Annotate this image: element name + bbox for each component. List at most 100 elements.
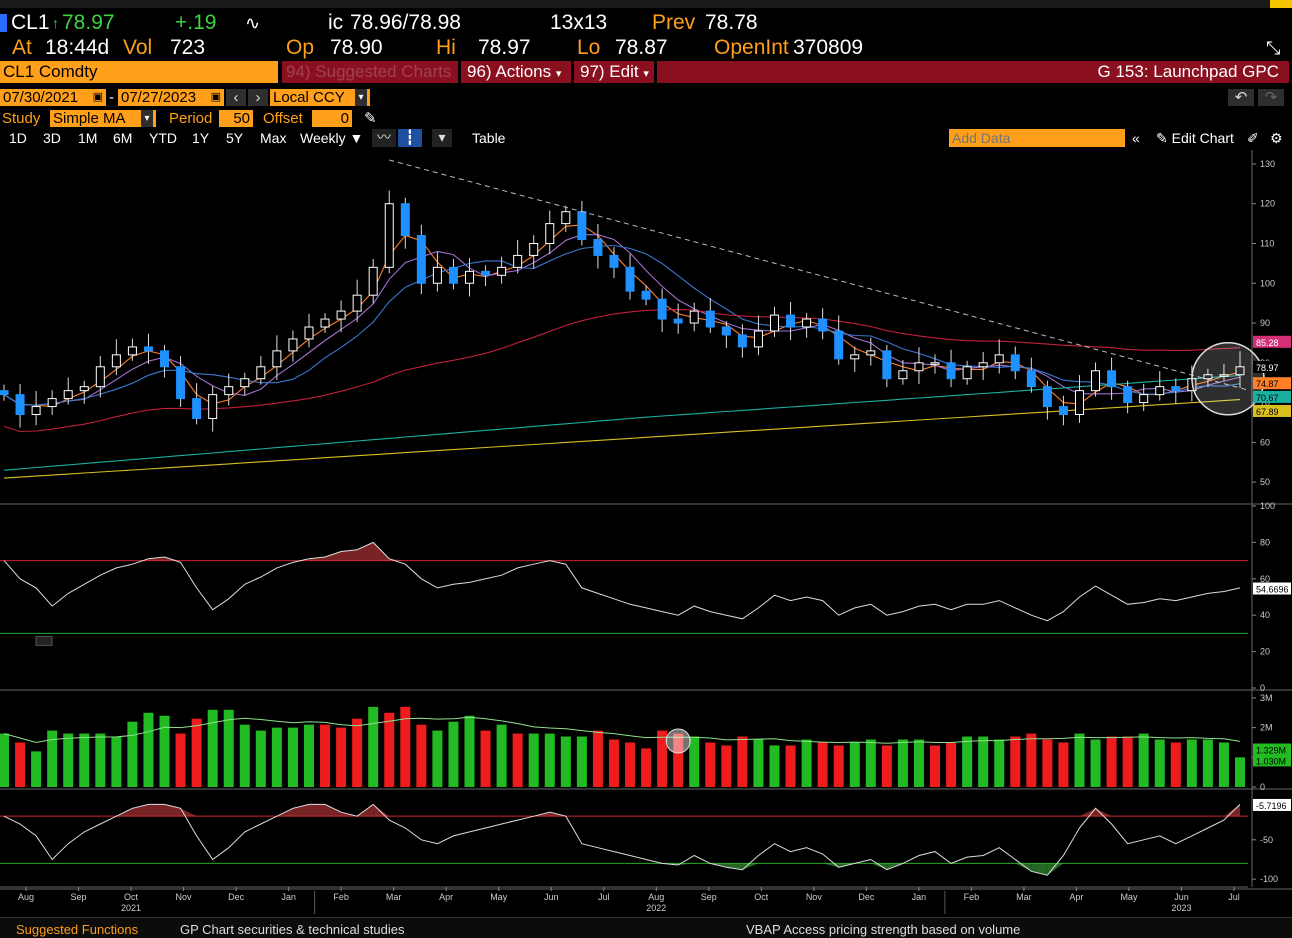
period-6m[interactable]: 6M <box>113 130 133 146</box>
actions-menu[interactable]: 96) Actions ▾ <box>461 61 571 83</box>
currency-chevron-icon: ▾ <box>355 89 367 106</box>
calendar-icon[interactable]: ▣ <box>210 91 221 103</box>
ma-value-tag: 85.28 <box>1256 338 1279 348</box>
period-1m[interactable]: 1M <box>78 130 98 146</box>
candle <box>898 370 908 380</box>
candle <box>850 354 860 360</box>
edit-chart-button[interactable]: ✎ Edit Chart <box>1156 130 1234 146</box>
volume-bar <box>15 742 26 787</box>
period-5y[interactable]: 5Y <box>226 130 244 146</box>
volume-bar <box>127 721 138 787</box>
candle <box>882 350 892 380</box>
volume-bar <box>320 724 331 787</box>
volume-bar <box>480 730 491 787</box>
candle <box>272 350 282 368</box>
candle <box>95 366 105 388</box>
candle <box>769 314 779 332</box>
high-label: Hi <box>436 36 456 59</box>
x-tick-label: Oct <box>754 892 769 902</box>
moving-average-line <box>3 399 1241 479</box>
vbap-function-link[interactable]: VBAP Access pricing strength based on vo… <box>746 922 1021 937</box>
candle <box>561 211 571 225</box>
sparkline-icon[interactable]: ∿ <box>245 13 261 33</box>
pencil-icon[interactable]: ✎ <box>364 110 377 127</box>
candlestick-icon[interactable]: ┇ <box>398 129 422 147</box>
candle <box>545 223 555 244</box>
x-tick-label: Mar <box>1016 892 1032 902</box>
volume-bar <box>994 739 1005 787</box>
y-tick-label: 2M <box>1260 723 1273 733</box>
suggested-charts-button[interactable]: 94) Suggested Charts <box>282 61 458 83</box>
start-date-field[interactable]: 07/30/2021 ▣ <box>0 89 106 106</box>
expand-icon[interactable]: ⤡ <box>1266 38 1281 58</box>
frequency-value: Weekly <box>300 130 346 146</box>
x-tick-label: Jul <box>598 892 610 902</box>
next-range-button[interactable]: › <box>248 89 268 106</box>
x-tick-label: Jun <box>1174 892 1189 902</box>
actions-label: 96) Actions <box>467 62 552 81</box>
gear-icon[interactable]: ⚙ <box>1270 130 1283 146</box>
y-tick-label: 80 <box>1260 537 1270 547</box>
volume-bar <box>255 730 266 787</box>
end-date-field[interactable]: 07/27/2023 ▣ <box>118 89 224 106</box>
edit-chart-label: Edit Chart <box>1171 130 1234 146</box>
prev-range-button[interactable]: ‹ <box>226 89 246 106</box>
chart-type-chevron-icon[interactable]: ▾ <box>432 129 452 147</box>
redo-icon[interactable]: ↷ <box>1258 89 1284 106</box>
volume-bar <box>1186 739 1197 787</box>
rsi-overbought-fill <box>164 556 181 561</box>
candle <box>1171 386 1181 392</box>
period-1y[interactable]: 1Y <box>192 130 210 146</box>
osc-overbought-fill <box>325 804 342 817</box>
volume-bar <box>673 733 684 787</box>
candle <box>481 270 491 276</box>
collapse-icon[interactable]: « <box>1132 130 1140 146</box>
period-max[interactable]: Max <box>260 130 287 146</box>
volume-bar <box>913 739 924 787</box>
volume-value-tag-bg <box>1253 743 1291 756</box>
candle <box>657 298 667 320</box>
annotate-icon[interactable]: ✐ <box>1247 130 1259 146</box>
alert-badge[interactable] <box>1270 0 1292 8</box>
currency-select[interactable]: Local CCY ▾ <box>270 89 370 106</box>
rsi-overbought-fill <box>325 551 342 561</box>
table-button[interactable]: Table <box>472 130 506 146</box>
rsi-value-tag: 54.6696 <box>1256 585 1289 595</box>
chart-area[interactable]: 130120110100908070605085.2878.9774.8770.… <box>0 150 1292 917</box>
volume-bar <box>801 739 812 787</box>
volume-bar <box>512 733 523 787</box>
period-field[interactable]: 50 <box>219 110 253 127</box>
candle <box>336 310 346 320</box>
volume-bar <box>95 733 106 787</box>
candle <box>288 338 298 352</box>
offset-label: Offset <box>263 110 303 127</box>
volume-bar <box>287 727 298 787</box>
period-1d[interactable]: 1D <box>9 130 27 146</box>
add-data-input[interactable] <box>949 129 1125 147</box>
volume-bar <box>962 736 973 787</box>
offset-field[interactable]: 0 <box>312 110 352 127</box>
rsi-line <box>3 541 1241 622</box>
x-tick-label: Apr <box>439 892 453 902</box>
period-ytd[interactable]: YTD <box>149 130 177 146</box>
volume-bar <box>881 745 892 787</box>
frequency-select[interactable]: Weekly ▼ <box>300 130 364 146</box>
candle <box>1203 374 1213 380</box>
x-tick-label: Feb <box>333 892 349 902</box>
y-tick-label: 100 <box>1260 278 1275 288</box>
y-tick-label: 60 <box>1260 574 1270 584</box>
candle <box>63 390 73 400</box>
gp-function-link[interactable]: GP Chart securities & technical studies <box>180 922 405 937</box>
calendar-icon[interactable]: ▣ <box>92 91 103 103</box>
edit-menu[interactable]: 97) Edit ▾ <box>574 61 654 83</box>
period-3d[interactable]: 3D <box>43 130 61 146</box>
open-label: Op <box>286 36 315 59</box>
last-price-tag-bg <box>1253 360 1291 373</box>
security-field[interactable]: CL1 Comdty <box>0 61 278 83</box>
volume-bar <box>721 745 732 787</box>
x-tick-label: Mar <box>386 892 402 902</box>
line-chart-icon[interactable]: 〰 <box>372 129 396 147</box>
volume-bar <box>31 751 42 787</box>
undo-icon[interactable]: ↶ <box>1228 89 1254 106</box>
study-select[interactable]: Simple MA ▾ <box>50 110 156 127</box>
